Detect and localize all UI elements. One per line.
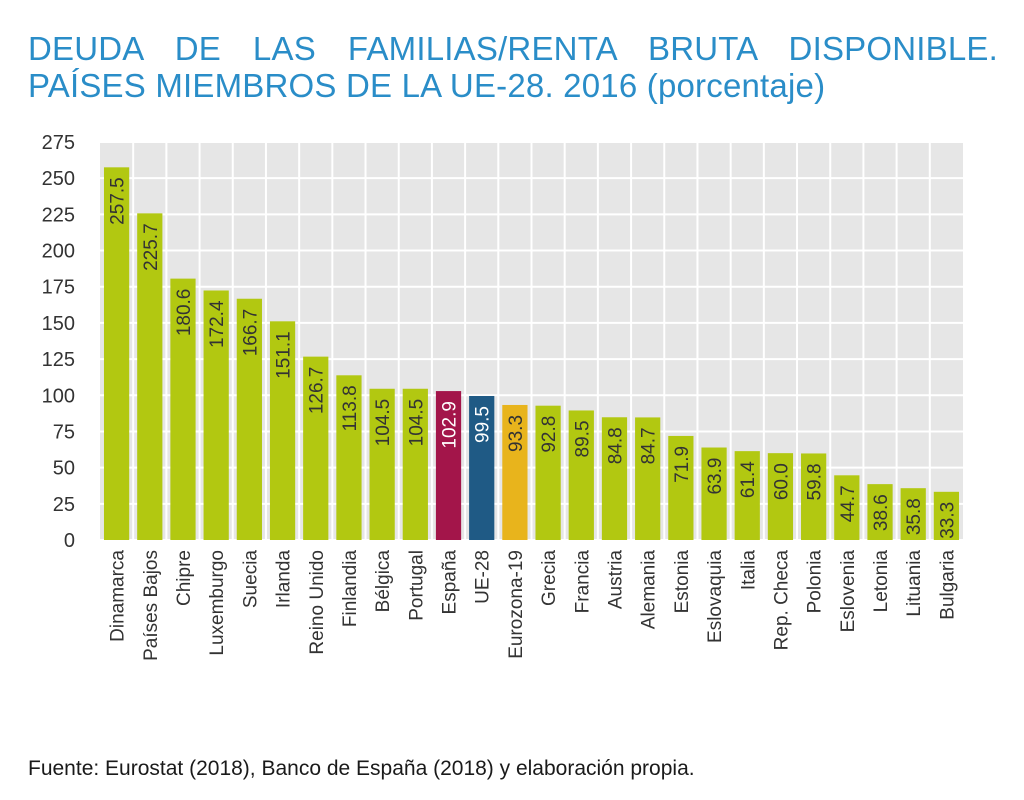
bar <box>203 290 229 540</box>
y-axis-ticks: 0 25 50 75 100 125 150 175 200 225 250 275 <box>42 132 75 552</box>
value-label: 93.3 <box>506 415 527 452</box>
category-label: Alemania <box>639 550 660 630</box>
value-label: 166.7 <box>240 309 261 357</box>
category-label: Eslovenia <box>838 550 859 633</box>
category-label: Finlandia <box>340 550 361 628</box>
bar <box>801 453 827 540</box>
category-label: Lituania <box>904 550 925 617</box>
value-label: 33.3 <box>937 502 958 539</box>
y-tick-label: 100 <box>42 385 75 407</box>
category-label: Estonia <box>672 550 693 614</box>
category-label: Países Bajos <box>141 550 162 661</box>
bar <box>269 321 296 540</box>
category-label: Eslovaquia <box>705 550 726 643</box>
bar <box>336 375 362 540</box>
value-label: 172.4 <box>207 300 228 348</box>
value-label: 38.6 <box>871 494 892 531</box>
bar <box>668 435 694 540</box>
value-label: 92.8 <box>539 416 560 453</box>
bar <box>701 447 727 540</box>
bar <box>535 405 561 540</box>
value-labels: 257.5 225.7 180.6 172.4 166.7 151.1 126.7 113.8… <box>108 177 959 538</box>
value-label: 71.9 <box>672 446 693 483</box>
category-label: Dinamarca <box>108 550 129 642</box>
category-labels: Dinamarca Países Bajos Chipre Luxemburgo Sue… <box>108 550 959 661</box>
category-label: Grecia <box>539 550 560 606</box>
bar <box>635 417 661 540</box>
value-label: 257.5 <box>108 177 129 225</box>
category-label: España <box>440 550 461 615</box>
y-tick-label: 0 <box>64 530 75 552</box>
bar <box>236 298 262 540</box>
category-label: Bulgaria <box>937 550 958 620</box>
category-label: Irlanda <box>274 550 295 609</box>
category-label: Bélgica <box>373 550 394 613</box>
bar <box>170 278 196 540</box>
category-label: Rep. Checa <box>771 550 792 651</box>
bar <box>734 451 760 540</box>
value-label: 180.6 <box>174 289 195 337</box>
value-label: 104.5 <box>373 399 394 447</box>
bar <box>767 453 794 540</box>
y-tick-label: 25 <box>53 494 75 516</box>
value-label: 102.9 <box>440 401 461 449</box>
value-label: 126.7 <box>307 367 328 415</box>
category-label: Chipre <box>174 550 195 606</box>
value-label: 35.8 <box>904 498 925 535</box>
bar <box>435 391 462 540</box>
bar <box>502 404 528 540</box>
category-label: Reino Unido <box>307 550 328 655</box>
category-label: Francia <box>572 550 593 614</box>
value-label: 44.7 <box>838 485 859 522</box>
bar <box>834 475 860 540</box>
category-label: Eurozona-19 <box>506 550 527 659</box>
bars <box>103 167 960 540</box>
value-label: 61.4 <box>738 461 759 498</box>
category-label: Austria <box>605 550 626 610</box>
value-label: 84.7 <box>639 427 660 464</box>
bar <box>601 417 628 540</box>
y-tick-label: 50 <box>53 458 75 480</box>
value-label: 99.5 <box>473 406 494 443</box>
y-tick-label: 225 <box>42 204 75 226</box>
bar <box>303 356 329 540</box>
value-label: 84.8 <box>605 427 626 464</box>
category-label: Portugal <box>406 550 427 621</box>
category-label: Letonia <box>871 550 892 613</box>
category-label: Polonia <box>805 550 826 614</box>
value-label: 89.5 <box>572 420 593 457</box>
bar-chart: 0 25 50 75 100 125 150 175 200 225 250 275 257.5 225… <box>42 132 963 661</box>
category-label: Luxemburgo <box>207 550 228 656</box>
bar <box>867 484 893 540</box>
bar <box>103 167 130 540</box>
y-tick-label: 175 <box>42 277 75 299</box>
bar <box>933 491 960 540</box>
value-label: 104.5 <box>406 399 427 447</box>
value-label: 225.7 <box>141 223 162 271</box>
chart-title: DEUDA DE LAS FAMILIAS/RENTA BRUTA DISPON… <box>28 30 998 104</box>
category-label: UE-28 <box>473 550 494 604</box>
value-label: 60.0 <box>771 463 792 500</box>
y-tick-label: 200 <box>42 241 75 263</box>
y-tick-label: 275 <box>42 132 75 154</box>
bar <box>900 488 926 540</box>
category-label: Italia <box>738 550 759 591</box>
bar <box>568 410 594 540</box>
bar <box>137 213 163 540</box>
bar <box>369 388 395 540</box>
value-label: 151.1 <box>274 331 295 379</box>
y-tick-label: 125 <box>42 349 75 371</box>
value-label: 113.8 <box>340 385 361 431</box>
bar <box>402 388 428 540</box>
y-tick-label: 75 <box>53 421 75 443</box>
y-tick-label: 150 <box>42 313 75 335</box>
y-tick-label: 250 <box>42 168 75 190</box>
bar <box>469 395 495 540</box>
category-label: Suecia <box>240 550 261 609</box>
value-label: 59.8 <box>805 463 826 500</box>
source-note: Fuente: Eurostat (2018), Banco de España… <box>28 757 695 780</box>
value-label: 63.9 <box>705 458 726 495</box>
